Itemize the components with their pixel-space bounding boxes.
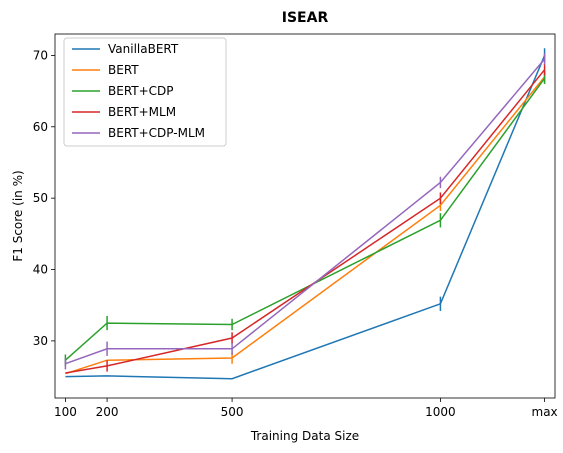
plot-frame [54,33,556,399]
x-tick-label: 100 [54,405,77,419]
legend: VanillaBERT BERT BERT+CDP BERT+MLM BERT+CDP-… [63,37,227,147]
x-tick-label: 1000 [425,405,456,419]
plot-area [64,48,546,380]
legend-label-bert-cdp-mlm: BERT+CDP-MLM [108,126,205,140]
x-axis-label: Training Data Size [250,429,359,443]
legend-label-bert: BERT [108,63,139,77]
legend-label-bert-cdp: BERT+CDP [108,84,174,98]
y-tick-label: 30 [33,334,48,348]
y-tick-label: 50 [33,191,48,205]
x-tick-label: 500 [221,405,244,419]
series-line-vanillabert [65,55,546,380]
y-axis-label: F1 Score (in %) [11,170,25,261]
legend-label-bert-mlm: BERT+MLM [108,105,176,119]
chart-title: ISEAR [282,10,329,26]
y-tick-label: 70 [33,48,48,62]
legend-box [63,37,227,147]
legend-label-vanillabert: VanillaBERT [108,42,179,56]
x-tick-label: 200 [96,405,119,419]
y-tick-label: 40 [33,263,48,277]
x-tick-label: max [532,405,558,419]
x-axis: 100 200 500 1000 max [54,398,558,419]
y-tick-label: 60 [33,120,48,134]
y-axis: 30 40 50 60 70 [33,48,55,348]
